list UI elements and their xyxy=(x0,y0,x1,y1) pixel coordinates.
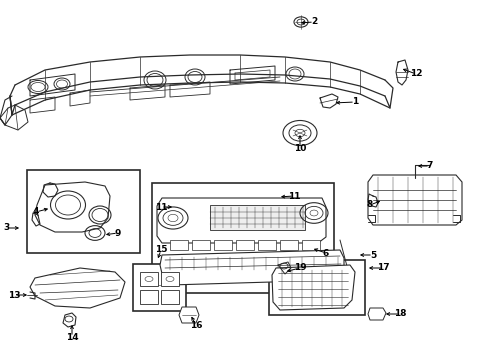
Text: 11: 11 xyxy=(287,191,300,201)
Polygon shape xyxy=(367,175,461,225)
Text: 8: 8 xyxy=(366,201,372,210)
Polygon shape xyxy=(272,265,354,310)
Bar xyxy=(210,205,304,230)
Bar xyxy=(170,240,188,250)
Text: 18: 18 xyxy=(393,310,406,318)
Text: 12: 12 xyxy=(409,70,422,79)
Bar xyxy=(151,183,333,293)
Polygon shape xyxy=(30,268,125,308)
Bar xyxy=(140,290,158,304)
Bar xyxy=(140,272,158,286)
Text: 10: 10 xyxy=(293,144,305,152)
Text: 4: 4 xyxy=(33,207,39,216)
Bar xyxy=(27,170,140,253)
Polygon shape xyxy=(63,313,76,327)
Text: 5: 5 xyxy=(369,251,376,260)
Polygon shape xyxy=(160,250,343,285)
Text: 11: 11 xyxy=(154,202,167,211)
Bar xyxy=(213,240,231,250)
Text: 14: 14 xyxy=(65,332,78,342)
Text: 17: 17 xyxy=(376,263,389,272)
Bar xyxy=(279,240,297,250)
Text: 3: 3 xyxy=(4,223,10,232)
Bar xyxy=(161,290,179,304)
Polygon shape xyxy=(157,198,325,243)
Text: 2: 2 xyxy=(310,17,317,26)
Text: 7: 7 xyxy=(426,161,432,171)
Polygon shape xyxy=(179,307,198,323)
Text: 16: 16 xyxy=(189,321,202,330)
Text: 1: 1 xyxy=(351,97,357,106)
Text: 15: 15 xyxy=(154,246,167,255)
Bar xyxy=(161,272,179,286)
Bar xyxy=(269,260,364,315)
Bar xyxy=(192,240,210,250)
Bar xyxy=(257,240,275,250)
Text: 6: 6 xyxy=(322,248,329,257)
Text: 19: 19 xyxy=(293,263,306,272)
Polygon shape xyxy=(367,308,385,320)
Text: 13: 13 xyxy=(8,291,20,300)
Bar xyxy=(133,264,186,311)
Polygon shape xyxy=(35,182,110,232)
Bar xyxy=(302,240,319,250)
Bar xyxy=(236,240,254,250)
Text: 9: 9 xyxy=(115,228,121,237)
